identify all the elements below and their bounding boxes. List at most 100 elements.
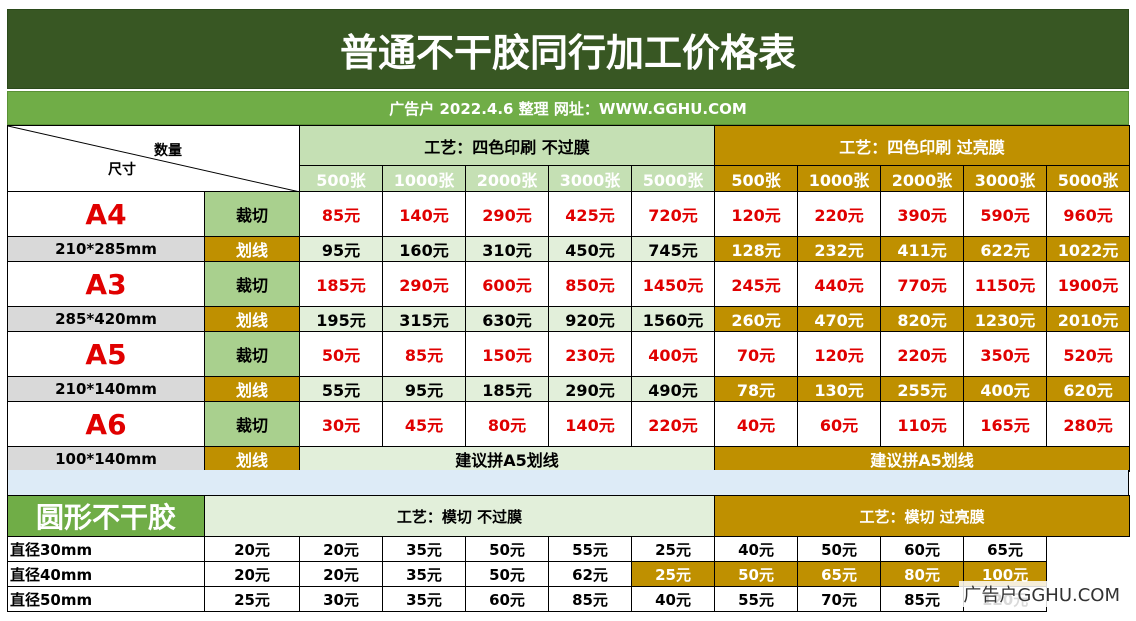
price-cell: 315元 bbox=[382, 306, 466, 332]
size-name: A3 bbox=[7, 261, 205, 307]
line-label: 划线 bbox=[204, 306, 300, 332]
price-cell: 130元 bbox=[797, 376, 882, 402]
price-cell: 425元 bbox=[548, 191, 632, 237]
page-subtitle: 广告户 2022.4.6 整理 网址：WWW.GGHU.COM bbox=[7, 91, 1129, 125]
round-rows: 直径30mm 20元 20元 35元 50元 55元 25元 40元 50元 60元 65元 直径40… bbox=[7, 536, 1130, 612]
corner-qty-label: 数量 bbox=[154, 143, 182, 159]
price-cell: 290元 bbox=[465, 191, 549, 237]
price-cell: 600元 bbox=[465, 261, 549, 307]
price-cell: 150元 bbox=[465, 331, 549, 377]
diameter-label: 直径40mm bbox=[7, 561, 205, 587]
price-cell: 85元 bbox=[880, 586, 965, 612]
price-cell: 400元 bbox=[630, 331, 716, 377]
price-cell: 1560元 bbox=[630, 306, 716, 332]
price-cell: 120元 bbox=[797, 331, 882, 377]
price-cell: 95元 bbox=[382, 376, 466, 402]
size-row-line: 100*140mm 划线 建议拼A5划线 建议拼A5划线 bbox=[7, 446, 1131, 472]
price-cell: 770元 bbox=[880, 261, 965, 307]
price-cell: 310元 bbox=[465, 236, 549, 262]
round-sticker-table: 圆形不干胶 工艺：模切 不过膜 工艺：模切 过亮膜 直径30mm 20元 20元 35… bbox=[7, 495, 1131, 612]
price-cell: 30元 bbox=[299, 586, 383, 612]
cut-label: 裁切 bbox=[204, 401, 300, 447]
price-cell: 195元 bbox=[299, 306, 383, 332]
price-cell: 220元 bbox=[797, 191, 882, 237]
size-row-cut: A3 裁切 185元 290元 600元 850元 1450元 245元 440元 770元 115… bbox=[7, 261, 1131, 307]
price-cell: 25元 bbox=[630, 536, 716, 562]
price-cell: 620元 bbox=[1046, 376, 1131, 402]
cut-label: 裁切 bbox=[204, 191, 300, 237]
price-cell: 20元 bbox=[204, 536, 300, 562]
round-sticker-label: 圆形不干胶 bbox=[7, 495, 205, 537]
line-note: 建议拼A5划线 bbox=[714, 446, 1131, 472]
size-name: A6 bbox=[7, 401, 205, 447]
price-cell: 62元 bbox=[548, 561, 632, 587]
round-row: 直径30mm 20元 20元 35元 50元 55元 25元 40元 50元 60元 65元 bbox=[7, 536, 1130, 562]
qty-header: 2000张 bbox=[880, 165, 965, 192]
price-cell: 70元 bbox=[714, 331, 799, 377]
price-cell: 50元 bbox=[797, 536, 882, 562]
price-cell: 80元 bbox=[880, 561, 965, 587]
price-cell: 720元 bbox=[630, 191, 716, 237]
qty-header: 2000张 bbox=[465, 165, 549, 192]
price-cell: 280元 bbox=[1046, 401, 1131, 447]
price-cell: 255元 bbox=[880, 376, 965, 402]
price-cell: 80元 bbox=[465, 401, 549, 447]
size-row-line: 210*140mm 划线 55元 95元 185元 290元 490元 78元 130元 255元… bbox=[7, 376, 1131, 402]
price-cell: 290元 bbox=[548, 376, 632, 402]
price-cell: 185元 bbox=[465, 376, 549, 402]
size-row-line: 285*420mm 划线 195元 315元 630元 920元 1560元 260元 470元… bbox=[7, 306, 1131, 332]
section-spacer bbox=[7, 470, 1129, 495]
qty-header: 5000张 bbox=[630, 165, 716, 192]
price-cell: 1150元 bbox=[963, 261, 1048, 307]
price-cell: 50元 bbox=[465, 561, 549, 587]
price-cell: 50元 bbox=[465, 536, 549, 562]
price-cell: 55元 bbox=[548, 536, 632, 562]
price-cell: 45元 bbox=[382, 401, 466, 447]
price-cell: 50元 bbox=[299, 331, 383, 377]
qty-header: 3000张 bbox=[963, 165, 1048, 192]
price-cell: 185元 bbox=[299, 261, 383, 307]
watermark: 广告户GGHU.COM bbox=[959, 581, 1124, 607]
price-cell: 60元 bbox=[465, 586, 549, 612]
page-title: 普通不干胶同行加工价格表 bbox=[7, 9, 1129, 89]
qty-header: 500张 bbox=[714, 165, 799, 192]
price-cell: 350元 bbox=[963, 331, 1048, 377]
price-cell: 85元 bbox=[548, 586, 632, 612]
diameter-label: 直径50mm bbox=[7, 586, 205, 612]
price-cell: 400元 bbox=[963, 376, 1048, 402]
price-cell: 25元 bbox=[630, 561, 716, 587]
cut-label: 裁切 bbox=[204, 331, 300, 377]
size-dimensions: 210*140mm bbox=[7, 376, 205, 402]
price-cell: 128元 bbox=[714, 236, 799, 262]
price-cell: 35元 bbox=[382, 536, 466, 562]
price-cell: 960元 bbox=[1046, 191, 1131, 237]
price-cell: 450元 bbox=[548, 236, 632, 262]
line-label: 划线 bbox=[204, 236, 300, 262]
price-cell: 65元 bbox=[963, 536, 1048, 562]
price-cell: 590元 bbox=[963, 191, 1048, 237]
diameter-label: 直径30mm bbox=[7, 536, 205, 562]
price-cell: 55元 bbox=[299, 376, 383, 402]
size-row-cut: A6 裁切 30元 45元 80元 140元 220元 40元 60元 110元 165元 280元 bbox=[7, 401, 1131, 447]
price-cell: 160元 bbox=[382, 236, 466, 262]
price-cell: 220元 bbox=[630, 401, 716, 447]
price-cell: 470元 bbox=[797, 306, 882, 332]
qty-header: 500张 bbox=[299, 165, 383, 192]
price-cell: 60元 bbox=[797, 401, 882, 447]
price-cell: 85元 bbox=[299, 191, 383, 237]
price-cell: 1022元 bbox=[1046, 236, 1131, 262]
price-cell: 40元 bbox=[714, 401, 799, 447]
size-dimensions: 100*140mm bbox=[7, 446, 205, 472]
price-cell: 1230元 bbox=[963, 306, 1048, 332]
price-cell: 630元 bbox=[465, 306, 549, 332]
price-cell: 78元 bbox=[714, 376, 799, 402]
size-row-line: 210*285mm 划线 95元 160元 310元 450元 745元 128元 232元 41… bbox=[7, 236, 1131, 262]
size-dimensions: 210*285mm bbox=[7, 236, 205, 262]
price-cell: 411元 bbox=[880, 236, 965, 262]
corner-diagonal bbox=[8, 126, 296, 191]
size-rows: A4 裁切 85元 140元 290元 425元 720元 120元 220元 390元 590元 9… bbox=[7, 191, 1131, 472]
price-cell: 440元 bbox=[797, 261, 882, 307]
price-cell: 110元 bbox=[880, 401, 965, 447]
price-cell: 2010元 bbox=[1046, 306, 1131, 332]
price-cell: 140元 bbox=[548, 401, 632, 447]
